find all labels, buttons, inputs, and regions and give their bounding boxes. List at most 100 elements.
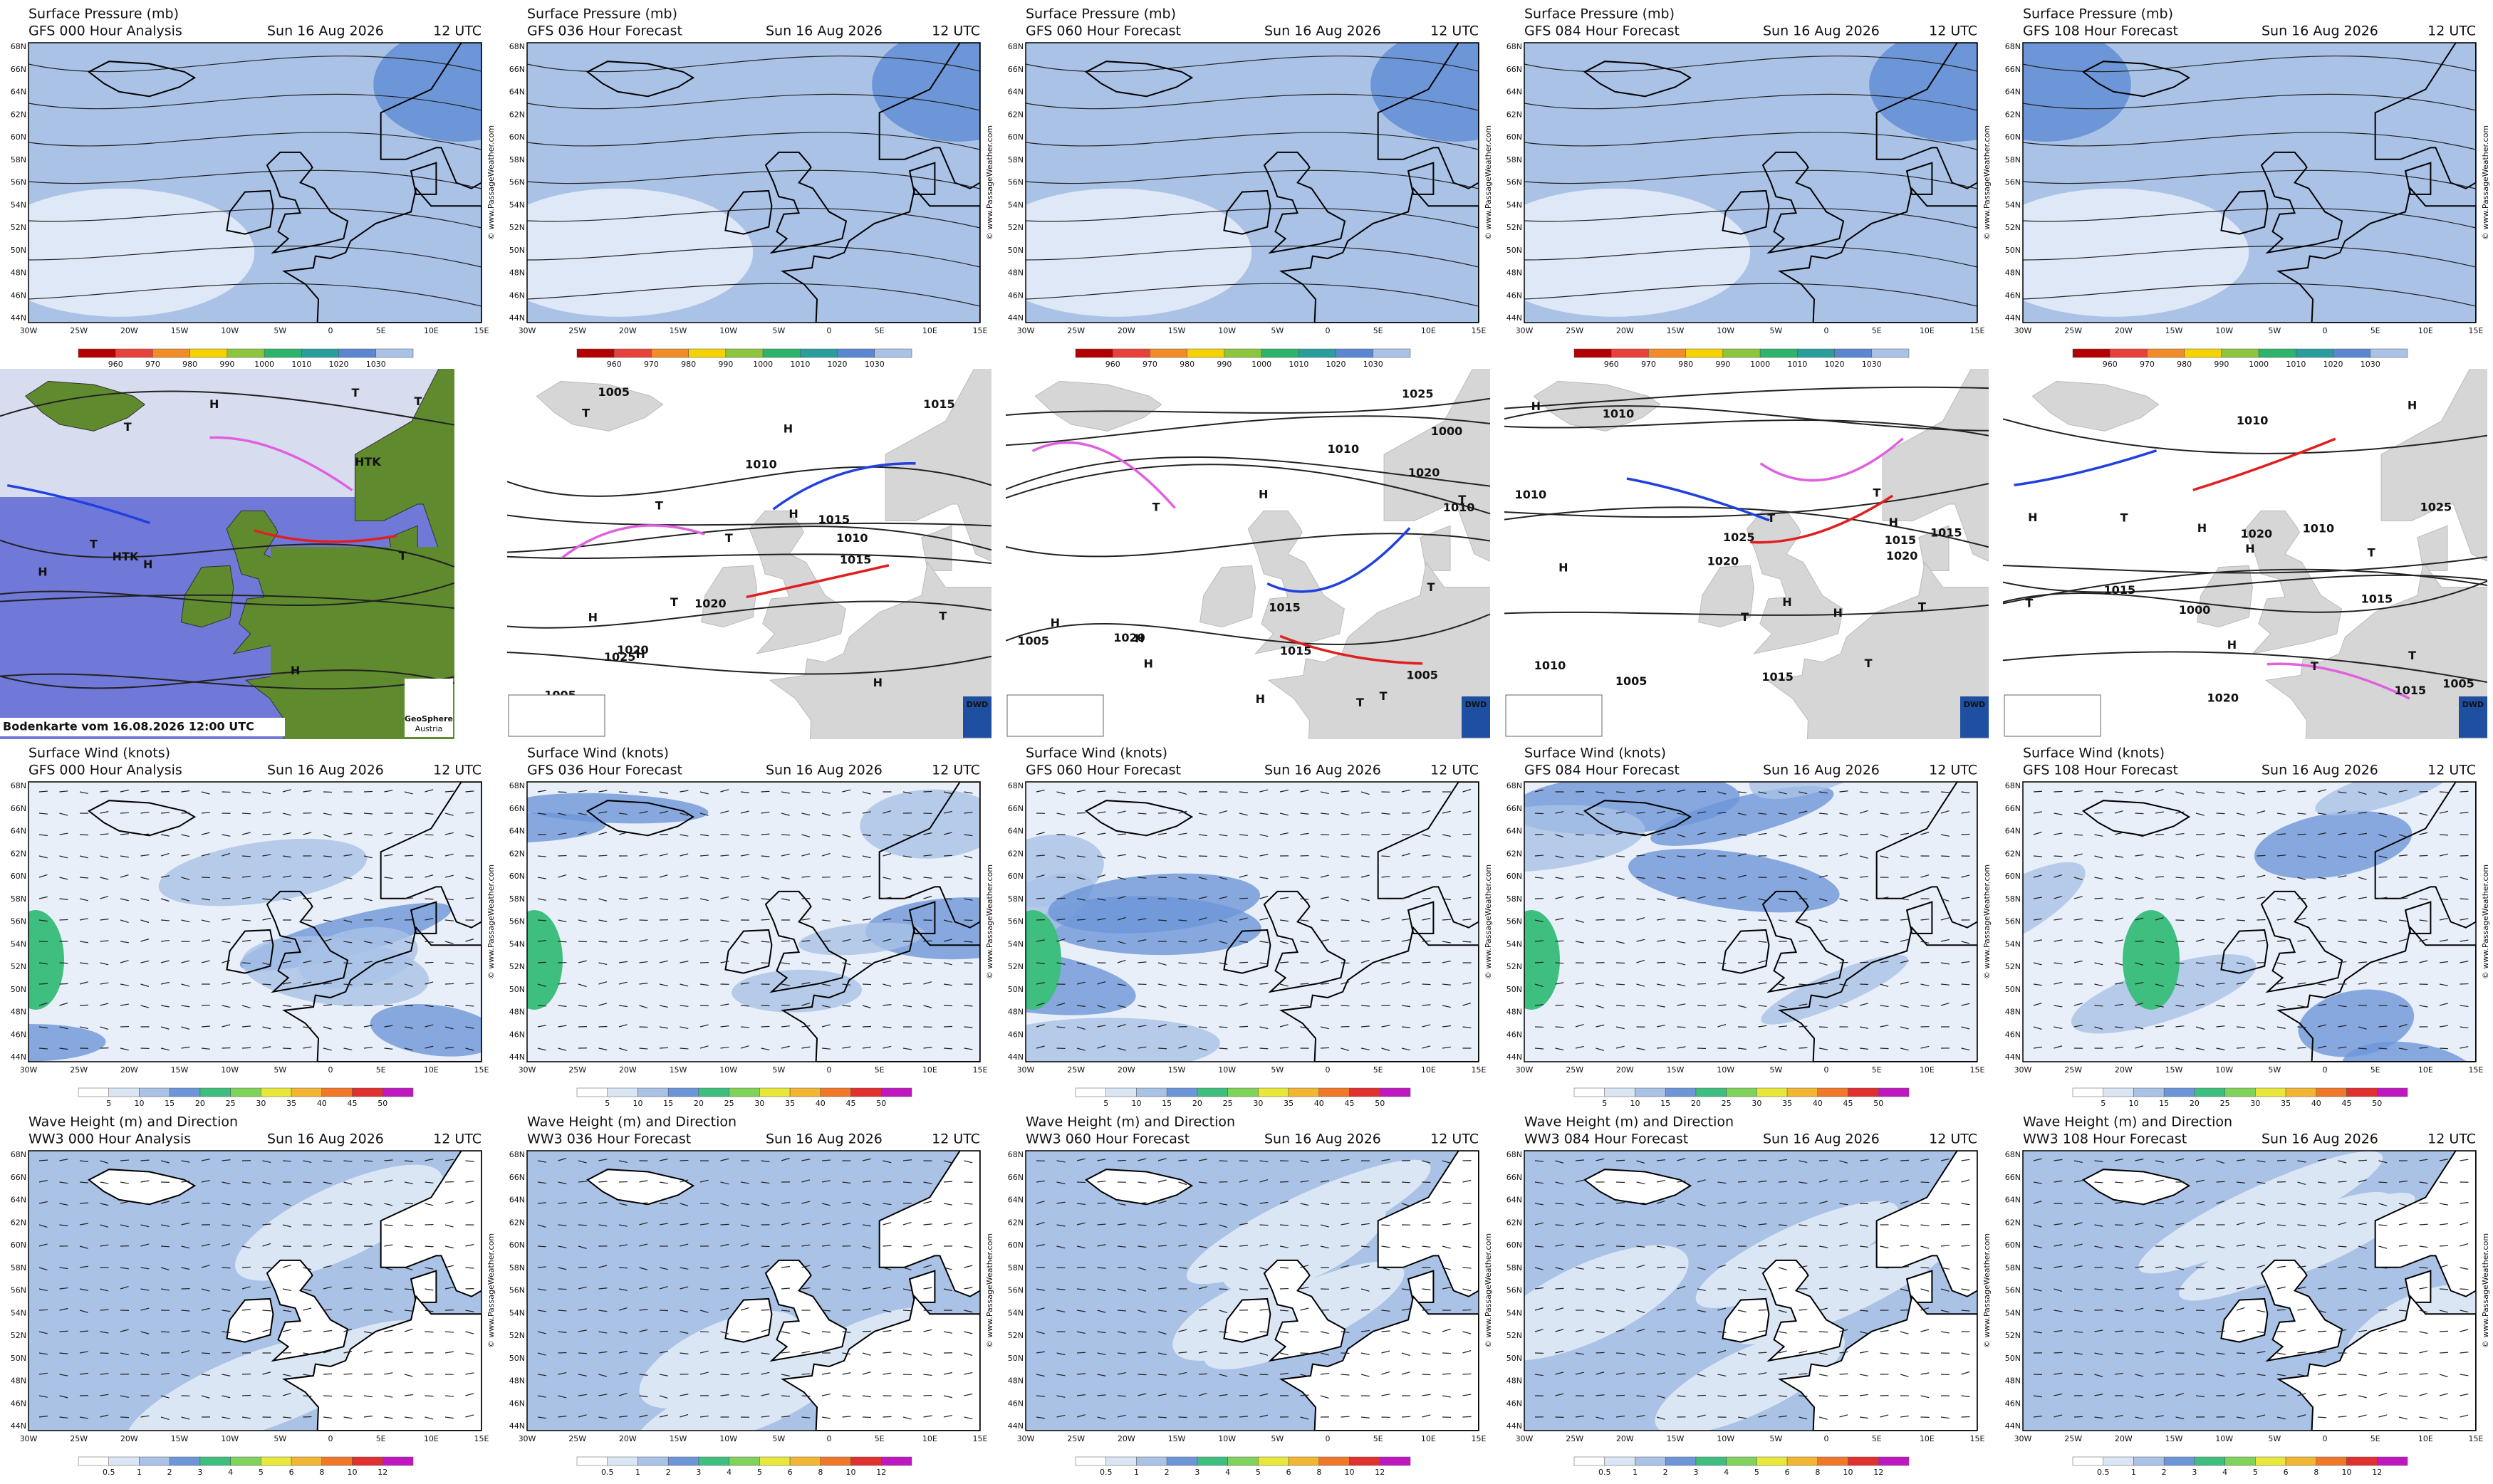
colorbar-label: 5 [757,1468,762,1477]
legend-box [1006,694,1104,737]
wave-arrow [618,1350,628,1354]
wind-barb [1300,919,1309,921]
wind-barb [59,919,68,921]
wave-arrow [923,1415,932,1418]
lat-tick: 68N [1008,42,1024,51]
lat-tick: 46N [2005,291,2021,300]
wind-barb [1615,811,1625,814]
wave-arrow [1239,1267,1248,1270]
wave-arrow [821,1265,831,1268]
wave-arrow [1259,1393,1269,1396]
wind-barb [923,877,932,879]
wave-arrow [2033,1158,2042,1161]
wind-barb [2155,811,2164,814]
wind-band [28,1024,106,1062]
wind-barb [801,853,811,857]
wave-arrow [2155,1286,2164,1290]
pressure-label: T [1458,493,1466,506]
wave-arrow [842,1181,851,1184]
lat-tick: 68N [1008,1150,1024,1159]
wave-arrow [282,1203,291,1206]
wave-arrow [1677,1285,1686,1290]
wind-barb [59,812,68,816]
colorbar-segment [1349,1087,1380,1097]
occluded-front [1031,441,1176,509]
wave-arrow [801,1201,811,1204]
wind-barb [1839,983,1848,986]
coastline [87,61,197,98]
logo-sub: Austria [415,724,443,733]
wave-arrow [2094,1288,2103,1290]
lat-tick: 50N [509,1354,525,1363]
wave-arrow [902,1330,912,1332]
wind-barb [1900,791,1909,794]
wave-arrow [2297,1160,2306,1163]
colorbar-segment [1105,1087,1137,1097]
wind-barb [201,832,210,835]
wind-barb [862,939,871,942]
wave-arrow [2439,1393,2448,1396]
wind-barb [1677,983,1686,987]
coastline [780,187,980,323]
wind-barb [2135,897,2144,899]
wind-barb [1615,1026,1625,1030]
lon-tick: 10W [2215,1065,2233,1075]
pressure-label: T [1918,600,1926,613]
colorbar-segment [189,348,228,358]
wind-barb [1880,855,1889,859]
lon-tick: 30W [2014,326,2032,335]
wave-arrow [38,1243,48,1247]
pressure-label: T [582,406,590,419]
wave-arrow [537,1416,546,1419]
lon-tick: 5E [1373,326,1383,335]
wave-arrow [1381,1224,1390,1226]
colorbar-label: 970 [1143,360,1157,369]
lon-tick: 10E [1421,326,1436,335]
lon-tick: 5E [2370,326,2380,335]
wave-arrow [222,1288,231,1291]
wind-barb [2439,875,2448,878]
lat-tick: 44N [1506,1052,1522,1062]
wave-arrow [1422,1160,1431,1164]
wind-barb [1900,1026,1909,1030]
watermark: © www.PassageWeather.com [1982,125,1992,240]
wave-arrow [842,1288,851,1292]
wind-barb [2155,788,2164,793]
lat-tick: 48N [2005,1008,2021,1017]
wave-arrow [558,1245,567,1248]
wind-barb [1717,982,1727,985]
wave-arrow [740,1351,749,1354]
wave-arrow [1036,1244,1045,1247]
lon-tick: 10W [221,1065,239,1075]
wind-barb [2054,895,2063,899]
wind-barb [964,1047,973,1050]
wind-barb [2216,832,2225,835]
lat-tick: 56N [2005,1286,2021,1295]
wind-barb [2216,898,2225,901]
wave-arrow [2195,1395,2205,1398]
coastline [226,1297,274,1343]
wave-arrow [680,1286,689,1290]
isobar [1524,245,1977,268]
wave-arrow [38,1224,48,1228]
coastline [226,189,274,235]
wind-barb [537,855,547,857]
wave-arrow [160,1395,170,1399]
wave-arrow [720,1203,729,1206]
map-layer [1524,782,1977,1062]
wave-arrow [1401,1331,1410,1334]
wave-arrow [2195,1245,2205,1247]
wind-barb [2073,877,2083,880]
wave-arrow [2338,1394,2347,1396]
wind-barb [181,790,190,793]
wind-barb [862,855,871,859]
fronts-map [1504,369,1989,739]
wind-barb [2236,1026,2246,1028]
wave-arrow [2398,1310,2408,1312]
wind-barb [1961,791,1970,794]
lat-tick: 62N [509,110,525,119]
low-area [1370,43,1479,142]
lat-tick: 52N [1008,1331,1024,1340]
wind-barb [140,898,150,902]
wave-arrow [2460,1414,2469,1418]
